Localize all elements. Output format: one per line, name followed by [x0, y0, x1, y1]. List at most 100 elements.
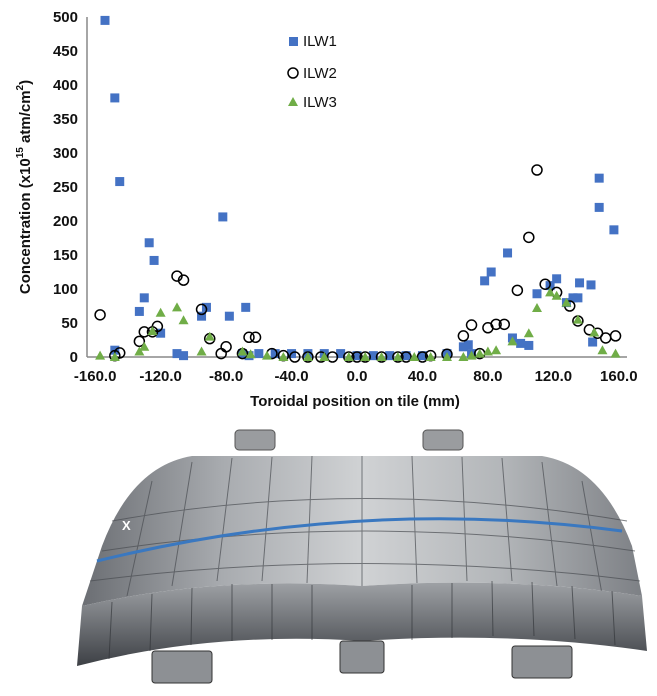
data-point-ilw3: [597, 345, 608, 355]
data-point-ilw2: [511, 284, 524, 297]
data-point-ilw1: [417, 351, 427, 361]
data-point-ilw3: [523, 328, 534, 338]
data-point-ilw1: [241, 302, 251, 312]
data-point-ilw1: [172, 349, 182, 359]
legend-label-ilw1: ILW1: [303, 33, 337, 50]
data-point-ilw3: [466, 350, 477, 360]
y-tick-label: 250: [53, 179, 78, 196]
legend-marker-ilw1: [289, 37, 298, 46]
y-axis-title-sup: 15: [15, 147, 26, 159]
data-point-ilw1: [179, 351, 189, 361]
data-point-ilw2: [351, 351, 363, 363]
toroidal-scan-line: [96, 517, 623, 563]
chart: 0 50 100 150 200 250 300 350 400 450 500 -160.0 -12…: [15, 9, 638, 410]
data-point-ilw3: [491, 345, 502, 355]
data-point-ilw1: [110, 93, 120, 103]
tile-photo: X: [72, 426, 657, 696]
y-tick-label: 50: [61, 315, 78, 332]
data-point-ilw3: [589, 327, 600, 337]
data-point-ilw2: [457, 330, 470, 342]
data-point-ilw1: [463, 340, 473, 350]
data-point-ilw3: [237, 346, 248, 356]
data-point-ilw2: [177, 274, 190, 286]
legend: ILW1 ILW2 ILW3: [287, 33, 337, 111]
data-point-ilw1: [503, 248, 513, 258]
data-point-ilw2: [94, 309, 106, 321]
x-tick-label: 120.0: [535, 368, 573, 385]
data-point-ilw3: [109, 352, 120, 361]
data-point-ilw1: [134, 306, 144, 316]
data-point-ilw1: [218, 212, 228, 222]
x-tick-label: -160.0: [74, 368, 117, 385]
data-point-ilw1: [568, 293, 578, 303]
legend-label-ilw2: ILW2: [303, 65, 337, 82]
data-point-ilw1: [139, 293, 149, 303]
y-tick-label: 350: [53, 111, 78, 128]
data-point-ilw1: [575, 278, 585, 288]
data-point-ilw2: [523, 231, 535, 244]
data-point-ilw1: [156, 328, 166, 338]
data-point-ilw1: [588, 337, 598, 347]
data-point-ilw3: [147, 326, 158, 336]
data-point-ilw1: [552, 274, 562, 284]
scan-start-marker: X: [122, 518, 131, 533]
y-axis-title-unit: atm/cm: [17, 90, 34, 147]
data-point-ilw3: [425, 352, 436, 361]
data-point-ilw3: [95, 350, 106, 360]
data-point-ilw3: [442, 352, 452, 361]
data-point-ilw3: [134, 346, 145, 356]
data-point-ilw2: [609, 330, 622, 342]
data-point-ilw1: [144, 238, 154, 248]
data-point-ilw1: [224, 311, 234, 321]
data-point-ilw2: [465, 319, 478, 331]
y-tick-label: 0: [70, 349, 78, 366]
data-point-ilw2: [539, 278, 551, 290]
x-tick-label: -80.0: [209, 368, 243, 385]
data-point-ilw1: [609, 225, 619, 235]
data-point-ilw1: [401, 351, 411, 361]
data-point-ilw3: [507, 336, 518, 346]
data-point-ilw2: [289, 351, 301, 363]
data-point-ilw1: [385, 351, 395, 361]
x-tick-label: 160.0: [600, 368, 638, 385]
legend-marker-ilw2: [287, 67, 299, 79]
x-tick-labels: -160.0 -120.0 -80.0 -40.0 0.0 40.0 80.0 120.0 16…: [74, 368, 638, 385]
data-point-ilw2: [531, 164, 543, 176]
tile-front-grid: [108, 580, 616, 660]
data-point-ilw1: [368, 351, 378, 361]
tile-front-face: [77, 582, 647, 666]
y-axis-title-main: Concentration (x10: [17, 158, 34, 294]
y-tick-labels: 0 50 100 150 200 250 300 350 400 450 500: [53, 9, 78, 366]
data-point-ilw2: [416, 351, 429, 363]
x-tick-label: 40.0: [408, 368, 437, 385]
bracket-right: [422, 429, 464, 451]
data-point-ilw1: [594, 173, 604, 183]
data-point-ilw3: [392, 352, 403, 361]
y-tick-label: 150: [53, 247, 78, 264]
data-point-ilw2: [599, 332, 612, 344]
data-point-ilw1: [573, 293, 583, 303]
y-tick-label: 300: [53, 145, 78, 162]
data-point-ilw1: [594, 202, 604, 212]
y-axis-title-unit-sup: 2: [15, 84, 26, 90]
data-point-ilw3: [551, 290, 562, 300]
data-point-ilw3: [532, 303, 542, 313]
data-point-ilw1: [586, 280, 596, 290]
data-point-ilw3: [196, 346, 207, 356]
data-point-ilw1: [352, 351, 362, 361]
data-point-ilw2: [195, 303, 208, 316]
data-point-ilw1: [532, 289, 542, 299]
legend-marker-ilw3: [288, 97, 298, 106]
data-point-ilw3: [139, 341, 150, 351]
plot-area: [86, 17, 627, 358]
y-tick-label: 500: [53, 9, 78, 26]
data-point-ilw1: [458, 342, 468, 352]
foot-left: [151, 650, 213, 684]
data-point-ilw2: [326, 351, 339, 363]
data-point-ilw2: [138, 326, 151, 338]
data-point-ilw3: [343, 352, 354, 361]
data-point-ilw2: [220, 341, 232, 353]
data-point-ilw3: [262, 350, 272, 360]
bracket-left: [234, 429, 276, 451]
data-point-ilw3: [572, 314, 583, 324]
